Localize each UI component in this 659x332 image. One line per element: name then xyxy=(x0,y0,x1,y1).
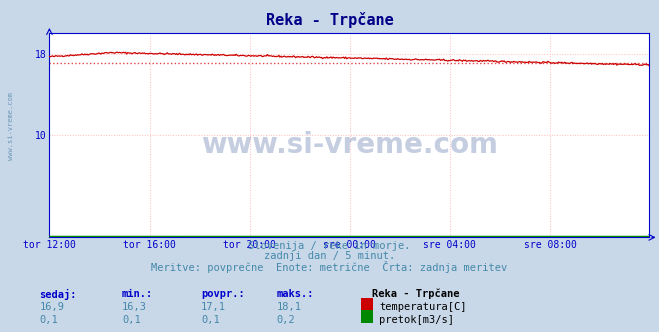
Text: 16,9: 16,9 xyxy=(40,302,65,312)
Text: Reka - Trpčane: Reka - Trpčane xyxy=(266,12,393,28)
Text: 0,2: 0,2 xyxy=(277,315,295,325)
Text: 0,1: 0,1 xyxy=(122,315,140,325)
Text: Meritve: povprečne  Enote: metrične  Črta: zadnja meritev: Meritve: povprečne Enote: metrične Črta:… xyxy=(152,261,507,273)
Text: pretok[m3/s]: pretok[m3/s] xyxy=(379,315,454,325)
Text: 16,3: 16,3 xyxy=(122,302,147,312)
Text: povpr.:: povpr.: xyxy=(201,289,244,299)
Text: Reka - Trpčane: Reka - Trpčane xyxy=(372,289,460,299)
Text: 0,1: 0,1 xyxy=(40,315,58,325)
Text: 17,1: 17,1 xyxy=(201,302,226,312)
Text: zadnji dan / 5 minut.: zadnji dan / 5 minut. xyxy=(264,251,395,261)
Text: www.si-vreme.com: www.si-vreme.com xyxy=(8,92,14,160)
Text: min.:: min.: xyxy=(122,289,153,299)
Text: 0,1: 0,1 xyxy=(201,315,219,325)
Text: temperatura[C]: temperatura[C] xyxy=(379,302,467,312)
Text: Slovenija / reke in morje.: Slovenija / reke in morje. xyxy=(248,241,411,251)
Text: www.si-vreme.com: www.si-vreme.com xyxy=(201,131,498,159)
Text: maks.:: maks.: xyxy=(277,289,314,299)
Text: 18,1: 18,1 xyxy=(277,302,302,312)
Text: sedaj:: sedaj: xyxy=(40,289,77,300)
